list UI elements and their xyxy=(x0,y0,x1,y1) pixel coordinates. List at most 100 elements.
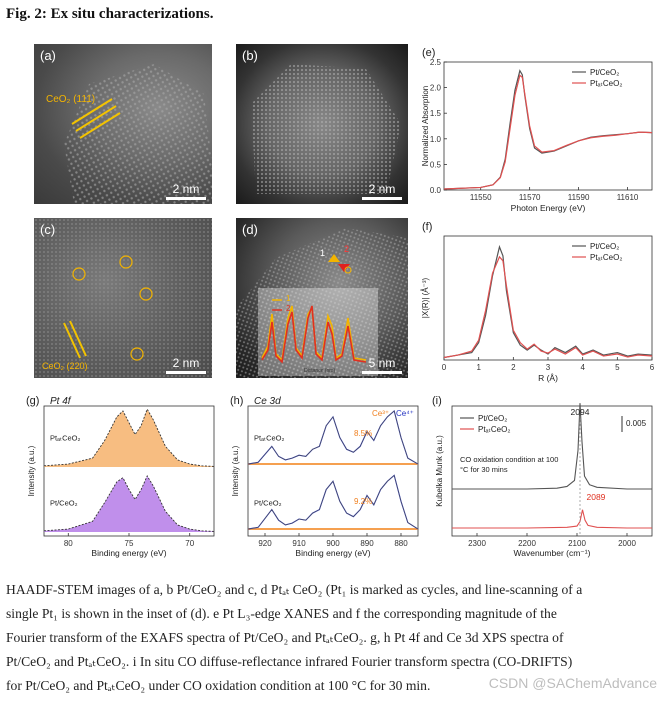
caption-line: Fourier transform of the EXAFS spectra o… xyxy=(6,630,564,645)
lattice-lines-c xyxy=(63,320,87,359)
x-tick-label: 75 xyxy=(125,539,134,548)
figure-caption: HAADF-STEM images of a, b Pt/CeO₂ and c,… xyxy=(6,578,662,698)
figure-title: Fig. 2: Ex situ characterizations. xyxy=(6,6,214,22)
series-label: Pt/CeO₂ xyxy=(254,498,282,507)
x-tick-label: 5 xyxy=(615,363,620,372)
watermark: CSDN @SAChemAdvance xyxy=(488,675,657,691)
series-line-1 xyxy=(452,509,652,529)
inset-legend-2: 2 xyxy=(286,304,291,313)
panel-label-i: (i) xyxy=(432,395,442,407)
envelope-line-1 xyxy=(247,474,419,530)
y-axis-label: Normalized Absorption xyxy=(421,86,430,166)
series-line-1 xyxy=(443,74,653,190)
x-tick-label: 1 xyxy=(476,363,481,372)
x-tick-label: 70 xyxy=(185,539,194,548)
scale-value-i: 0.005 xyxy=(626,419,647,428)
x-tick-label: 11570 xyxy=(519,193,541,202)
panel-label-d: (d) xyxy=(242,222,258,237)
pt1-circle xyxy=(139,287,153,301)
caption-line: HAADF-STEM images of a, b Pt/CeO₂ and c,… xyxy=(6,582,583,597)
y-axis-label: |X(R)| (Å⁻³) xyxy=(421,277,430,318)
panel-label-b: (b) xyxy=(242,48,258,63)
panel-label-h: (h) xyxy=(230,395,243,407)
chart-ce3d-xps: (h) Ce 3d 920 910 900 890 880 Binding energy (e… xyxy=(230,395,419,558)
inset-line-2 xyxy=(261,305,367,364)
x-tick-label: 910 xyxy=(292,539,306,548)
x-tick-label: 2 xyxy=(511,363,516,372)
legend-ce3: Ce³⁺ xyxy=(372,409,389,418)
x-tick-label: 900 xyxy=(326,539,340,548)
series-line-0 xyxy=(443,69,653,190)
panel-label-c: (c) xyxy=(40,222,56,237)
pt1-circle xyxy=(72,267,86,281)
y-tick-label: 2.0 xyxy=(430,84,442,93)
panel-b-haadf-image: (b) 2 nm xyxy=(236,44,408,204)
x-tick-label: 11590 xyxy=(568,193,590,202)
x-tick-label: 880 xyxy=(394,539,408,548)
chart-pt4f-xps: (g) Pt 4f 80 75 70 Binding energy (eV) Intensi… xyxy=(26,395,215,558)
single-atom-markers xyxy=(34,218,212,378)
series-line-1 xyxy=(443,255,653,359)
inset-panel xyxy=(258,288,378,376)
lattice-texture xyxy=(64,64,212,204)
panel-label-g: (g) xyxy=(26,395,39,407)
scale-label-b: 2 nm xyxy=(368,182,396,196)
x-tick-label: 11550 xyxy=(470,193,492,202)
series-label: Pt/CeO₂ xyxy=(50,498,78,507)
series-line-0 xyxy=(443,244,653,359)
y-tick-label: 0.0 xyxy=(430,186,442,195)
panel-label-e: (e) xyxy=(422,47,435,59)
ce3-percent: 9.2% xyxy=(354,497,372,506)
legend-label: Pt/CeO₂ xyxy=(590,242,619,251)
x-tick-label: 2300 xyxy=(468,539,486,548)
particle-texture xyxy=(251,64,401,194)
x-tick-label: 920 xyxy=(258,539,272,548)
lattice-annotation-c: CeO₂ (220) xyxy=(42,361,88,371)
scale-bar-b: 2 nm xyxy=(362,182,402,200)
y-axis-label: Intensity (a.u.) xyxy=(27,445,36,496)
series-label: PtₐₜCeO₂ xyxy=(254,433,285,442)
x-axis-label: Photon Energy (eV) xyxy=(511,203,586,213)
envelope-line-0 xyxy=(247,410,419,465)
x-tick-label: 2000 xyxy=(618,539,636,548)
legend-label: Pt/CeO₂ xyxy=(478,414,507,423)
x-axis-label: Binding energy (eV) xyxy=(295,548,370,558)
legend-label: PtₐₜCeO₂ xyxy=(590,79,622,88)
marker-label-1: 1 xyxy=(320,248,326,258)
chart-co-drifts: (i) 2300 2200 2100 2000 Wavenumber (cm⁻¹) Kube… xyxy=(432,395,653,558)
caption-line: single Pt₁ is shown in the inset of (d).… xyxy=(6,606,557,621)
legend-label: Pt/CeO₂ xyxy=(590,68,619,77)
x-tick-label: 11610 xyxy=(617,193,639,202)
series-fill-1 xyxy=(44,475,214,532)
y-tick-label: 0.5 xyxy=(430,160,442,169)
x-tick-label: 890 xyxy=(360,539,374,548)
pt1-circle xyxy=(130,347,144,361)
x-axis-label: Wavenumber (cm⁻¹) xyxy=(514,548,591,558)
lattice-lines xyxy=(71,98,121,139)
legend-label: PtₐₜCeO₂ xyxy=(590,253,622,262)
scale-bar-d: 5 nm xyxy=(362,356,402,374)
panel-label-a: (a) xyxy=(40,48,56,63)
y-tick-label: 2.5 xyxy=(430,58,442,67)
x-tick-label: 2100 xyxy=(568,539,586,548)
caption-line: Pt/CeO₂ and PtₐₜCeO₂. i In situ CO diffu… xyxy=(6,654,573,669)
chart-exafs: (f) 0 1 2 3 4 5 6 R (Å) |X(R)| (Å⁻³) Pt/CeO₂ PtₐₜCe… xyxy=(421,221,655,383)
x-axis-label: Binding energy (eV) xyxy=(91,548,166,558)
condition-note-line1: CO oxidation condition at 100 xyxy=(460,455,558,464)
caption-line: for Pt/CeO₂ and PtₐₜCeO₂ under CO oxidat… xyxy=(6,678,431,693)
series-line-0 xyxy=(452,403,652,490)
panel-subtitle: Pt 4f xyxy=(50,396,72,407)
marker-label-2: 2 xyxy=(344,244,350,254)
y-axis-label: Intensity (a.u.) xyxy=(231,445,240,496)
panel-d-haadf-image: (d) 1 2 1 2 Distance (nm) 5 nm xyxy=(236,218,408,378)
panel-subtitle: Ce 3d xyxy=(254,396,281,407)
x-tick-label: 0 xyxy=(442,363,447,372)
inset-xlabel: Distance (nm) xyxy=(304,368,336,374)
ce3-percent: 8.5% xyxy=(354,429,372,438)
scale-bar-a: 2 nm xyxy=(166,182,206,200)
x-tick-label: 80 xyxy=(64,539,73,548)
scale-label-a: 2 nm xyxy=(172,182,200,196)
series-line-1 xyxy=(43,474,215,532)
atom-markers xyxy=(328,254,352,274)
x-tick-label: 6 xyxy=(650,363,655,372)
